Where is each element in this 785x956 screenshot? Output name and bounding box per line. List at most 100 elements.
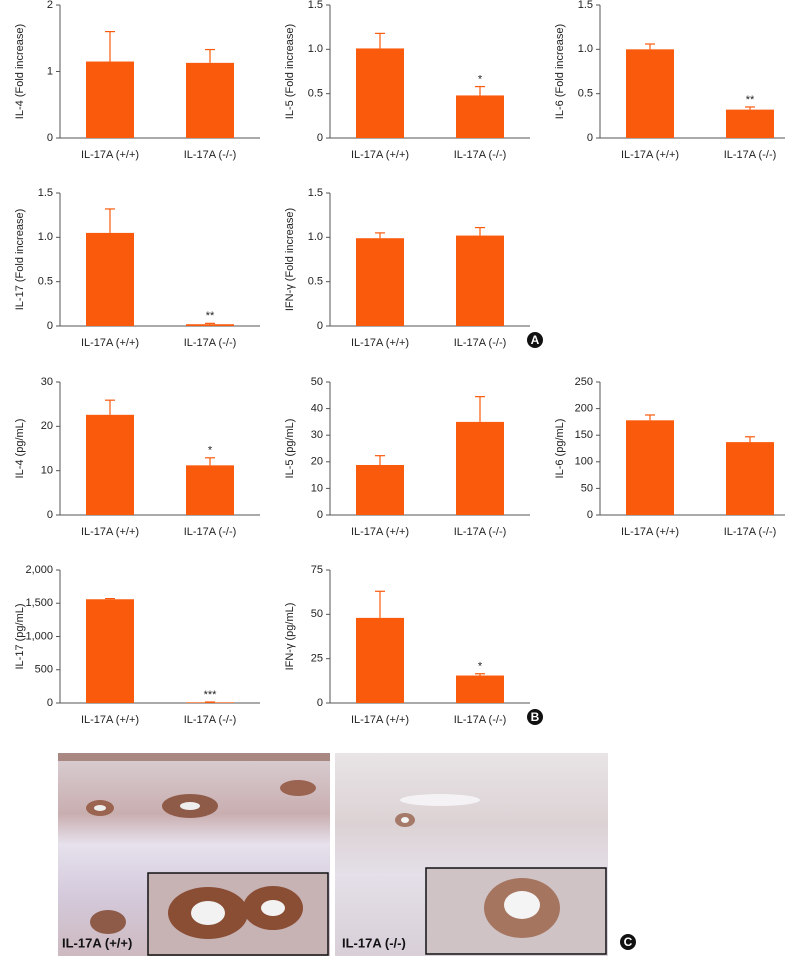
panel-label: C	[624, 935, 633, 949]
y-axis-title: IL-17 (Fold increase)	[14, 209, 26, 311]
y-tick-label: 0	[587, 132, 593, 144]
y-tick-label: 0	[317, 320, 323, 332]
y-tick-label: 150	[575, 429, 593, 441]
y-tick-label: 1,500	[25, 597, 53, 609]
y-tick-label: 50	[311, 376, 323, 388]
x-tick-label: IL-17A (-/-)	[184, 337, 237, 349]
y-tick-label: 500	[35, 664, 53, 676]
x-tick-label: IL-17A (-/-)	[184, 526, 237, 538]
bar-chart: 0 1 2 IL-4 (Fold increase) IL-17A (+/+) IL-17…	[14, 0, 260, 161]
x-tick-label: IL-17A (+/+)	[351, 526, 409, 538]
y-tick-label: 0.5	[578, 88, 593, 100]
x-tick-label: IL-17A (-/-)	[454, 714, 507, 726]
panel-badge	[527, 709, 543, 725]
bar	[356, 48, 404, 138]
bar	[356, 464, 404, 515]
bar-chart: 0 25 50 75 IFN-γ (pg/mL) IL-17A (+/+) IL-17A (…	[284, 564, 530, 726]
bar-chart: 0 0.5 1.0 1.5 IL-6 (Fold increase) IL-17A (+/…	[554, 0, 785, 161]
y-tick-label: 0.5	[38, 276, 53, 288]
bar-chart: 0 50 100 150 200 250 IL-6 (pg/mL) IL-17A (+/+) I…	[554, 376, 785, 538]
y-axis-title: IFN-γ (Fold increase)	[284, 208, 296, 311]
bar	[186, 702, 234, 703]
bar-chart: 0 0.5 1.0 1.5 IL-5 (Fold increase) IL-17A (+/…	[284, 0, 530, 161]
x-tick-label: IL-17A (+/+)	[81, 526, 139, 538]
panel-badge	[620, 934, 636, 950]
y-tick-label: 1	[47, 65, 53, 77]
y-tick-label: 100	[575, 456, 593, 468]
bar	[726, 442, 774, 515]
x-tick-label: IL-17A (-/-)	[724, 526, 777, 538]
y-tick-label: 30	[41, 376, 53, 388]
histology-left	[58, 753, 330, 956]
y-tick-label: 1.0	[308, 231, 323, 243]
image-label: IL-17A (-/-)	[342, 935, 406, 950]
bar	[626, 420, 674, 515]
significance-mark: *	[478, 661, 483, 673]
significance-mark: **	[746, 94, 755, 106]
y-tick-label: 0	[317, 697, 323, 709]
bar-chart: 0 500 1,000 1,500 2,000 IL-17 (pg/mL) IL-17A (…	[14, 564, 260, 726]
y-tick-label: 10	[311, 482, 323, 494]
y-tick-label: 0	[47, 509, 53, 521]
x-tick-label: IL-17A (+/+)	[81, 337, 139, 349]
y-tick-label: 30	[311, 429, 323, 441]
y-axis-title: IFN-γ (pg/mL)	[284, 603, 296, 671]
y-tick-label: 50	[311, 608, 323, 620]
y-tick-label: 0.5	[308, 88, 323, 100]
y-axis-title: IL-6 (pg/mL)	[554, 419, 566, 479]
y-tick-label: 20	[311, 456, 323, 468]
y-tick-label: 25	[311, 653, 323, 665]
y-tick-label: 2	[47, 0, 53, 11]
y-tick-label: 0	[317, 509, 323, 521]
bar-chart: 0 0.5 1.0 1.5 IFN-γ (Fold increase) IL-17A (+…	[284, 187, 530, 349]
x-tick-label: IL-17A (-/-)	[184, 149, 237, 161]
y-tick-label: 1.0	[578, 43, 593, 55]
y-tick-label: 0	[47, 132, 53, 144]
bar	[456, 675, 504, 703]
bar	[86, 414, 134, 515]
significance-mark: **	[206, 310, 215, 322]
y-tick-label: 250	[575, 376, 593, 388]
y-tick-label: 2,000	[25, 564, 53, 576]
y-tick-label: 0	[317, 132, 323, 144]
y-tick-label: 1.5	[38, 187, 53, 199]
y-tick-label: 1.0	[308, 43, 323, 55]
y-tick-label: 50	[581, 482, 593, 494]
histology-right	[335, 753, 608, 956]
y-tick-label: 0	[47, 320, 53, 332]
x-tick-label: IL-17A (-/-)	[454, 337, 507, 349]
y-axis-title: IL-5 (Fold increase)	[284, 24, 296, 119]
x-tick-label: IL-17A (+/+)	[81, 149, 139, 161]
bar-chart: 0 0.5 1.0 1.5 IL-17 (Fold increase) IL-17A (+…	[14, 187, 260, 349]
y-tick-label: 0.5	[308, 276, 323, 288]
y-axis-title: IL-5 (pg/mL)	[284, 419, 296, 479]
y-tick-label: 1.5	[308, 187, 323, 199]
panel-label: A	[531, 333, 540, 347]
bar	[456, 235, 504, 326]
y-tick-label: 0	[587, 509, 593, 521]
bar	[186, 62, 234, 139]
x-tick-label: IL-17A (-/-)	[454, 526, 507, 538]
x-tick-label: IL-17A (+/+)	[351, 337, 409, 349]
bar	[186, 324, 234, 326]
y-tick-label: 10	[41, 465, 53, 477]
bar	[456, 421, 504, 515]
significance-mark: ***	[204, 689, 218, 701]
significance-mark: *	[208, 445, 213, 457]
significance-mark: *	[478, 73, 483, 85]
x-tick-label: IL-17A (-/-)	[454, 149, 507, 161]
y-axis-title: IL-4 (pg/mL)	[14, 419, 26, 479]
bar	[356, 238, 404, 326]
y-axis-title: IL-4 (Fold increase)	[14, 24, 26, 119]
y-tick-label: 40	[311, 403, 323, 415]
x-tick-label: IL-17A (+/+)	[351, 149, 409, 161]
y-tick-label: 75	[311, 564, 323, 576]
y-axis-title: IL-17 (pg/mL)	[14, 603, 26, 669]
x-tick-label: IL-17A (-/-)	[184, 714, 237, 726]
bar-chart: 0 10 20 30 40 50 IL-5 (pg/mL) IL-17A (+/+) IL-17…	[284, 376, 530, 538]
x-tick-label: IL-17A (+/+)	[621, 526, 679, 538]
y-tick-label: 20	[41, 420, 53, 432]
bar	[626, 49, 674, 139]
x-tick-label: IL-17A (+/+)	[81, 714, 139, 726]
